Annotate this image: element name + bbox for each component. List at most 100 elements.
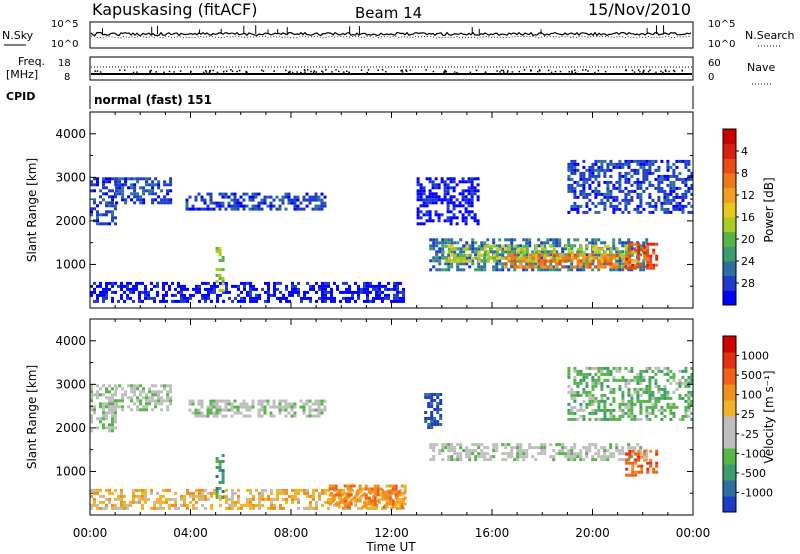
range-cell — [501, 265, 505, 269]
range-cell — [430, 396, 434, 399]
range-cell — [594, 411, 598, 415]
range-cell — [588, 168, 592, 172]
range-cell — [96, 393, 99, 397]
range-cell — [639, 405, 643, 409]
range-cell — [284, 399, 288, 403]
range-cell — [561, 259, 565, 263]
range-cell — [456, 259, 460, 263]
range-cell — [678, 171, 682, 175]
range-cell — [585, 384, 589, 388]
range-cell — [513, 256, 517, 260]
range-cell — [327, 500, 330, 504]
range-cell — [621, 375, 625, 379]
range-cell — [558, 241, 562, 245]
range-cell — [555, 262, 559, 266]
range-cell — [669, 174, 673, 178]
range-cell — [136, 198, 140, 202]
range-cell — [159, 500, 162, 504]
range-cell — [403, 496, 407, 500]
range-cell — [464, 198, 468, 202]
range-cell — [516, 250, 520, 254]
range-cell — [573, 369, 577, 373]
range-cell — [111, 491, 114, 495]
range-cell — [606, 253, 610, 257]
x-axis-label: Time UT — [365, 540, 416, 554]
range-cell — [588, 262, 592, 266]
range-cell — [148, 192, 152, 196]
freq-dot — [322, 71, 324, 73]
range-cell — [648, 165, 652, 169]
range-cell — [93, 488, 96, 492]
range-cell — [655, 254, 659, 258]
range-cell — [534, 259, 538, 263]
range-cell — [434, 198, 438, 202]
range-cell — [669, 375, 673, 379]
range-cell — [624, 171, 628, 175]
range-cell — [537, 244, 541, 248]
range-cell — [399, 290, 402, 294]
range-cell — [111, 423, 114, 427]
range-cell — [105, 414, 108, 418]
range-cell — [594, 381, 598, 385]
range-cell — [321, 488, 324, 492]
range-cell — [573, 446, 577, 450]
range-cell — [618, 405, 622, 409]
range-cell — [591, 244, 595, 248]
range-cell — [471, 244, 475, 248]
range-cell — [588, 171, 592, 175]
range-cell — [501, 262, 505, 266]
range-cell — [646, 266, 650, 270]
range-cell — [603, 372, 607, 376]
range-cell — [606, 192, 610, 196]
range-cell — [108, 488, 111, 492]
range-cell — [648, 405, 652, 409]
range-cell — [690, 192, 694, 196]
range-cell — [567, 244, 571, 248]
range-cell — [237, 488, 240, 492]
range-cell — [296, 207, 300, 211]
range-cell — [489, 244, 493, 248]
range-cell — [419, 198, 423, 202]
range-cell — [293, 411, 297, 415]
range-cell — [651, 402, 655, 406]
range-cell — [294, 290, 297, 294]
range-cell — [293, 414, 297, 418]
range-cell — [690, 381, 694, 385]
range-cell — [654, 186, 658, 190]
range-cell — [252, 503, 255, 507]
range-cell — [251, 204, 255, 208]
range-cell — [666, 210, 670, 214]
range-cell — [309, 500, 312, 504]
range-cell — [648, 210, 652, 214]
range-cell — [210, 491, 213, 495]
range-cell — [402, 287, 405, 291]
range-cell — [498, 247, 502, 251]
range-cell — [436, 420, 440, 423]
freq-dot — [173, 71, 175, 73]
range-cell — [495, 259, 499, 263]
range-cell — [573, 378, 577, 382]
range-cell — [480, 241, 484, 245]
range-cell — [579, 171, 583, 175]
range-cell — [594, 378, 598, 382]
range-cell — [166, 198, 170, 202]
range-cell — [435, 241, 439, 245]
range-cell — [597, 417, 601, 421]
range-cell — [582, 256, 586, 260]
range-cell — [360, 290, 363, 294]
range-cell — [606, 259, 610, 263]
range-cell — [221, 460, 225, 463]
range-cell — [585, 253, 589, 257]
range-cell — [537, 256, 541, 260]
range-cell — [430, 402, 434, 405]
range-cell — [467, 189, 471, 193]
range-cell — [135, 488, 138, 492]
range-cell — [579, 259, 583, 263]
range-cell — [436, 393, 440, 396]
range-cell — [127, 405, 131, 409]
range-cell — [609, 253, 613, 257]
range-cell — [567, 402, 571, 406]
range-cell — [311, 402, 315, 406]
range-cell — [537, 446, 541, 450]
